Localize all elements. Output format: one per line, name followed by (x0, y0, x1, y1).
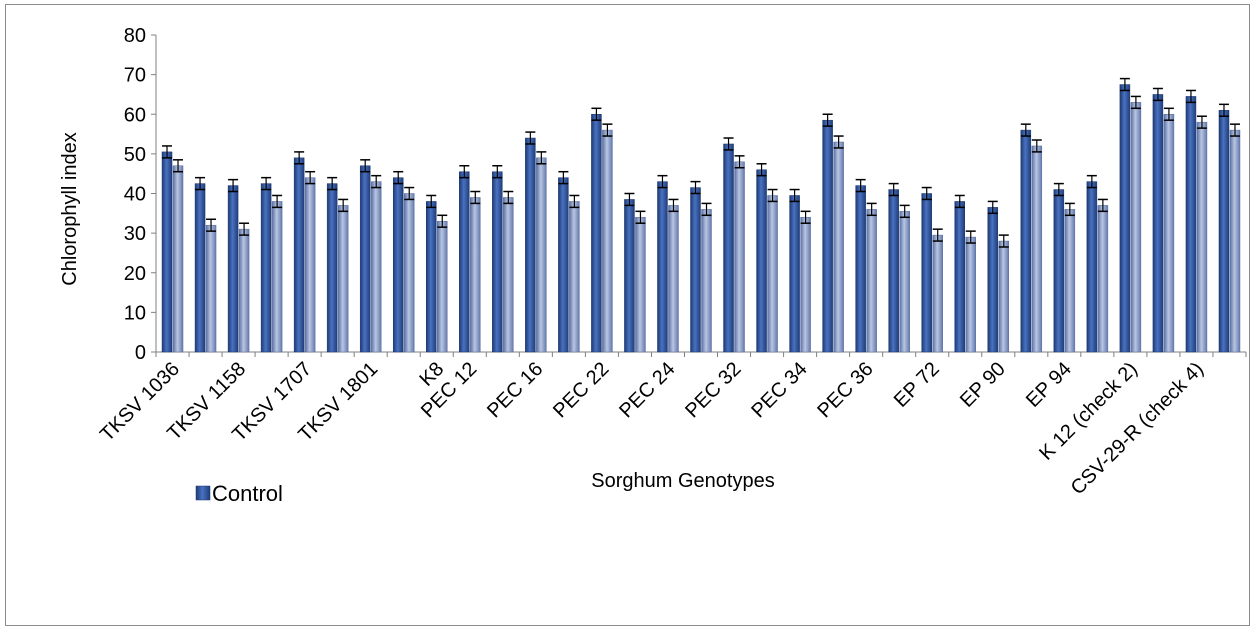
bar-series-2 (965, 236, 976, 353)
bar-control (822, 119, 833, 353)
bar-control (954, 201, 965, 353)
bar-control (1053, 189, 1065, 353)
bar-control (492, 171, 503, 353)
bar-series-2 (1097, 205, 1109, 353)
x-tick-label: PEC 34 (747, 358, 811, 422)
bar-series-2 (899, 211, 910, 353)
bar-series-2 (1130, 102, 1142, 353)
bar-series-2 (337, 205, 349, 353)
x-tick-label: PEC 16 (483, 358, 547, 422)
bar-control (161, 151, 173, 353)
bar-control (194, 183, 206, 353)
x-tick-label: PEC 36 (813, 358, 877, 422)
bar-control (591, 114, 602, 353)
bar-control (756, 169, 767, 353)
bar-control (657, 181, 668, 353)
y-tick-label: 0 (135, 342, 146, 364)
x-tick-label: PEC 22 (549, 358, 613, 422)
bar-series-2 (536, 157, 547, 353)
bar-control (227, 185, 239, 353)
bar-control (293, 157, 305, 353)
x-tick-label: CSV-29-R (check 4) (1067, 358, 1208, 499)
bar-series-2 (271, 201, 283, 353)
y-tick-label: 40 (124, 184, 146, 206)
bar-control (855, 185, 866, 353)
bar-control (525, 137, 536, 353)
bar-series-2 (569, 201, 580, 353)
bar-control (359, 165, 371, 353)
bar-control (1119, 84, 1131, 353)
bar-series-2 (635, 217, 646, 353)
bar-series-2 (932, 234, 943, 353)
y-tick-label: 30 (124, 223, 146, 245)
x-tick-label: PEC 32 (681, 358, 745, 422)
bar-series-2 (602, 129, 613, 353)
y-tick-label: 20 (124, 263, 146, 285)
legend-swatch (195, 485, 211, 501)
chart-frame: 0 10 20 30 40 50 60 70 80 TKSV 1036 TKSV 1158 TKSV … (5, 4, 1250, 626)
bar-series-2 (701, 209, 712, 353)
bar-control (260, 183, 272, 353)
bar-series-2 (1031, 145, 1043, 353)
bar-control (326, 183, 338, 353)
bar-series-2 (370, 181, 382, 353)
x-axis-title: Sorghum Genotypes (591, 470, 774, 492)
bar-series-2 (734, 161, 745, 353)
y-axis-title: Chlorophyll index (59, 132, 81, 285)
bar-control (624, 199, 635, 353)
bar-control (723, 143, 734, 353)
bar-series-2 (172, 165, 184, 353)
bar-series-2 (205, 224, 217, 353)
x-tick-label: EP 90 (956, 358, 1010, 412)
y-tick-label: 70 (124, 65, 146, 87)
bar-series-2 (1163, 114, 1175, 353)
bar-control (558, 177, 569, 353)
bar-control (459, 171, 470, 353)
bar-control (1218, 110, 1230, 353)
y-tick-label: 50 (124, 144, 146, 166)
legend: Control (195, 481, 283, 506)
bar-control (1152, 94, 1164, 353)
bar-series-2 (668, 205, 679, 353)
bar-series-2 (503, 197, 514, 353)
bar-series-2 (767, 195, 778, 353)
bar-control (789, 195, 800, 353)
bar-series-2 (304, 177, 316, 353)
y-tick-label: 60 (124, 104, 146, 126)
bar-series-2 (1196, 121, 1208, 353)
bar-control (690, 187, 701, 353)
y-tick-label: 80 (124, 25, 146, 47)
bar-series-2 (1229, 129, 1241, 353)
bar-control (392, 177, 404, 353)
x-tick-label: PEC 24 (615, 358, 679, 422)
bar-control (1020, 129, 1032, 353)
bar-series-2 (800, 217, 811, 353)
y-tick-label: 10 (124, 302, 146, 324)
bar-control (921, 193, 932, 353)
bar-series-2 (866, 209, 877, 353)
bar-series-2 (833, 141, 844, 353)
bar-control (987, 207, 999, 353)
bar-control (426, 201, 437, 353)
bar-control (1086, 181, 1098, 353)
legend-label: Control (212, 481, 283, 506)
bar-control (1185, 96, 1197, 353)
x-tick-label: EP 94 (1022, 358, 1076, 412)
bar-series-2 (470, 197, 481, 353)
bar-control (888, 189, 899, 353)
bar-series-2 (437, 220, 448, 353)
bar-series-2 (998, 240, 1010, 353)
bar-series-2 (403, 193, 415, 353)
bar-series-2 (1064, 209, 1076, 353)
bar-series-2 (238, 228, 250, 353)
x-tick-label: EP 72 (890, 358, 944, 412)
